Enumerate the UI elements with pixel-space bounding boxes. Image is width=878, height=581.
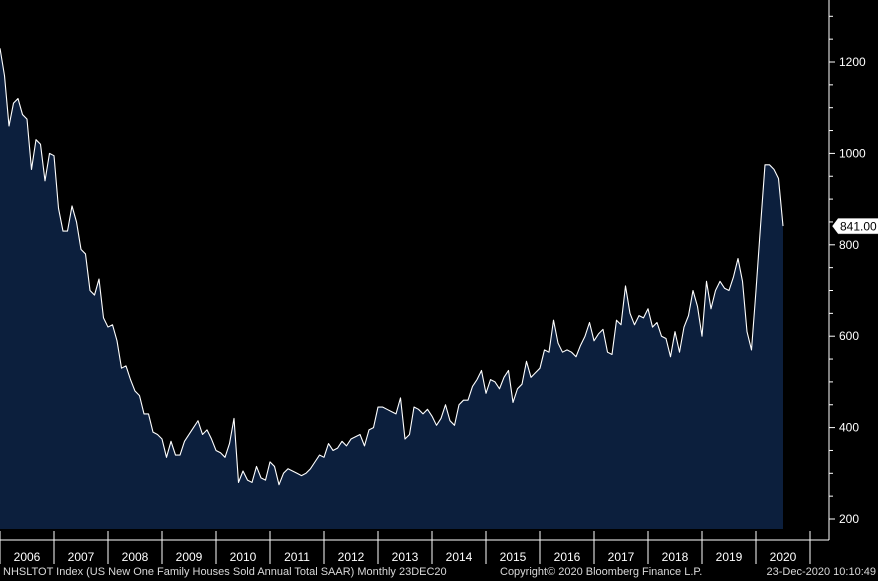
x-tick-label: 2006 [14,550,41,564]
last-value-label: 841.00 [840,220,877,234]
x-axis: 2006 2007 2008 2009 2010 2011 2012 2013 2014 2015… [0,531,829,564]
x-tick-label: 2010 [230,550,257,564]
x-tick-label: 2020 [770,550,797,564]
x-tick-label: 2008 [122,550,149,564]
x-tick-label: 2013 [392,550,419,564]
x-tick-label: 2009 [176,550,203,564]
y-tick-label: 1000 [839,146,866,160]
x-tick-label: 2011 [284,550,310,564]
x-tick-label: 2014 [446,550,473,564]
y-axis: 200 400 600 800 1000 1200 [828,0,866,540]
x-tick-label: 2019 [716,550,743,564]
plot-area [0,48,784,529]
x-tick-label: 2015 [500,550,527,564]
footer-bar: NHSLTOT Index (US New One Family Houses … [0,564,878,581]
footer-timestamp: 23-Dec-2020 10:10:49 [766,566,876,578]
footer-series-description: NHSLTOT Index (US New One Family Houses … [3,566,447,578]
y-tick-label: 600 [839,329,859,343]
series-line [0,48,784,486]
last-value-badge [831,217,878,235]
x-tick-label: 2018 [662,550,689,564]
x-tick-label: 2007 [68,550,95,564]
last-value-marker: 841.00 [831,217,878,235]
footer-copyright: Copyright© 2020 Bloomberg Finance L.P. [500,566,703,578]
y-tick-label: 800 [839,238,859,252]
y-tick-label: 400 [839,421,859,435]
y-tick-label: 1200 [839,55,866,69]
house-sales-chart: 200 400 600 800 1000 1200 2006 2007 2008 2009 201… [0,0,878,564]
y-tick-label: 200 [839,512,859,526]
x-tick-label: 2017 [608,550,635,564]
series-area-fill [0,48,783,529]
x-tick-label: 2012 [338,550,365,564]
x-tick-label: 2016 [554,550,581,564]
